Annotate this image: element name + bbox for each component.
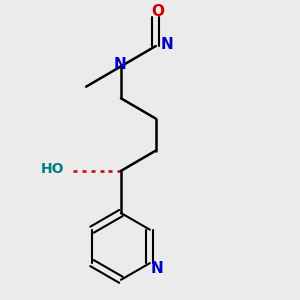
Text: N: N xyxy=(151,261,164,276)
Text: N: N xyxy=(160,37,173,52)
Text: HO: HO xyxy=(41,162,64,176)
Text: N: N xyxy=(113,57,126,72)
Text: O: O xyxy=(152,4,165,19)
